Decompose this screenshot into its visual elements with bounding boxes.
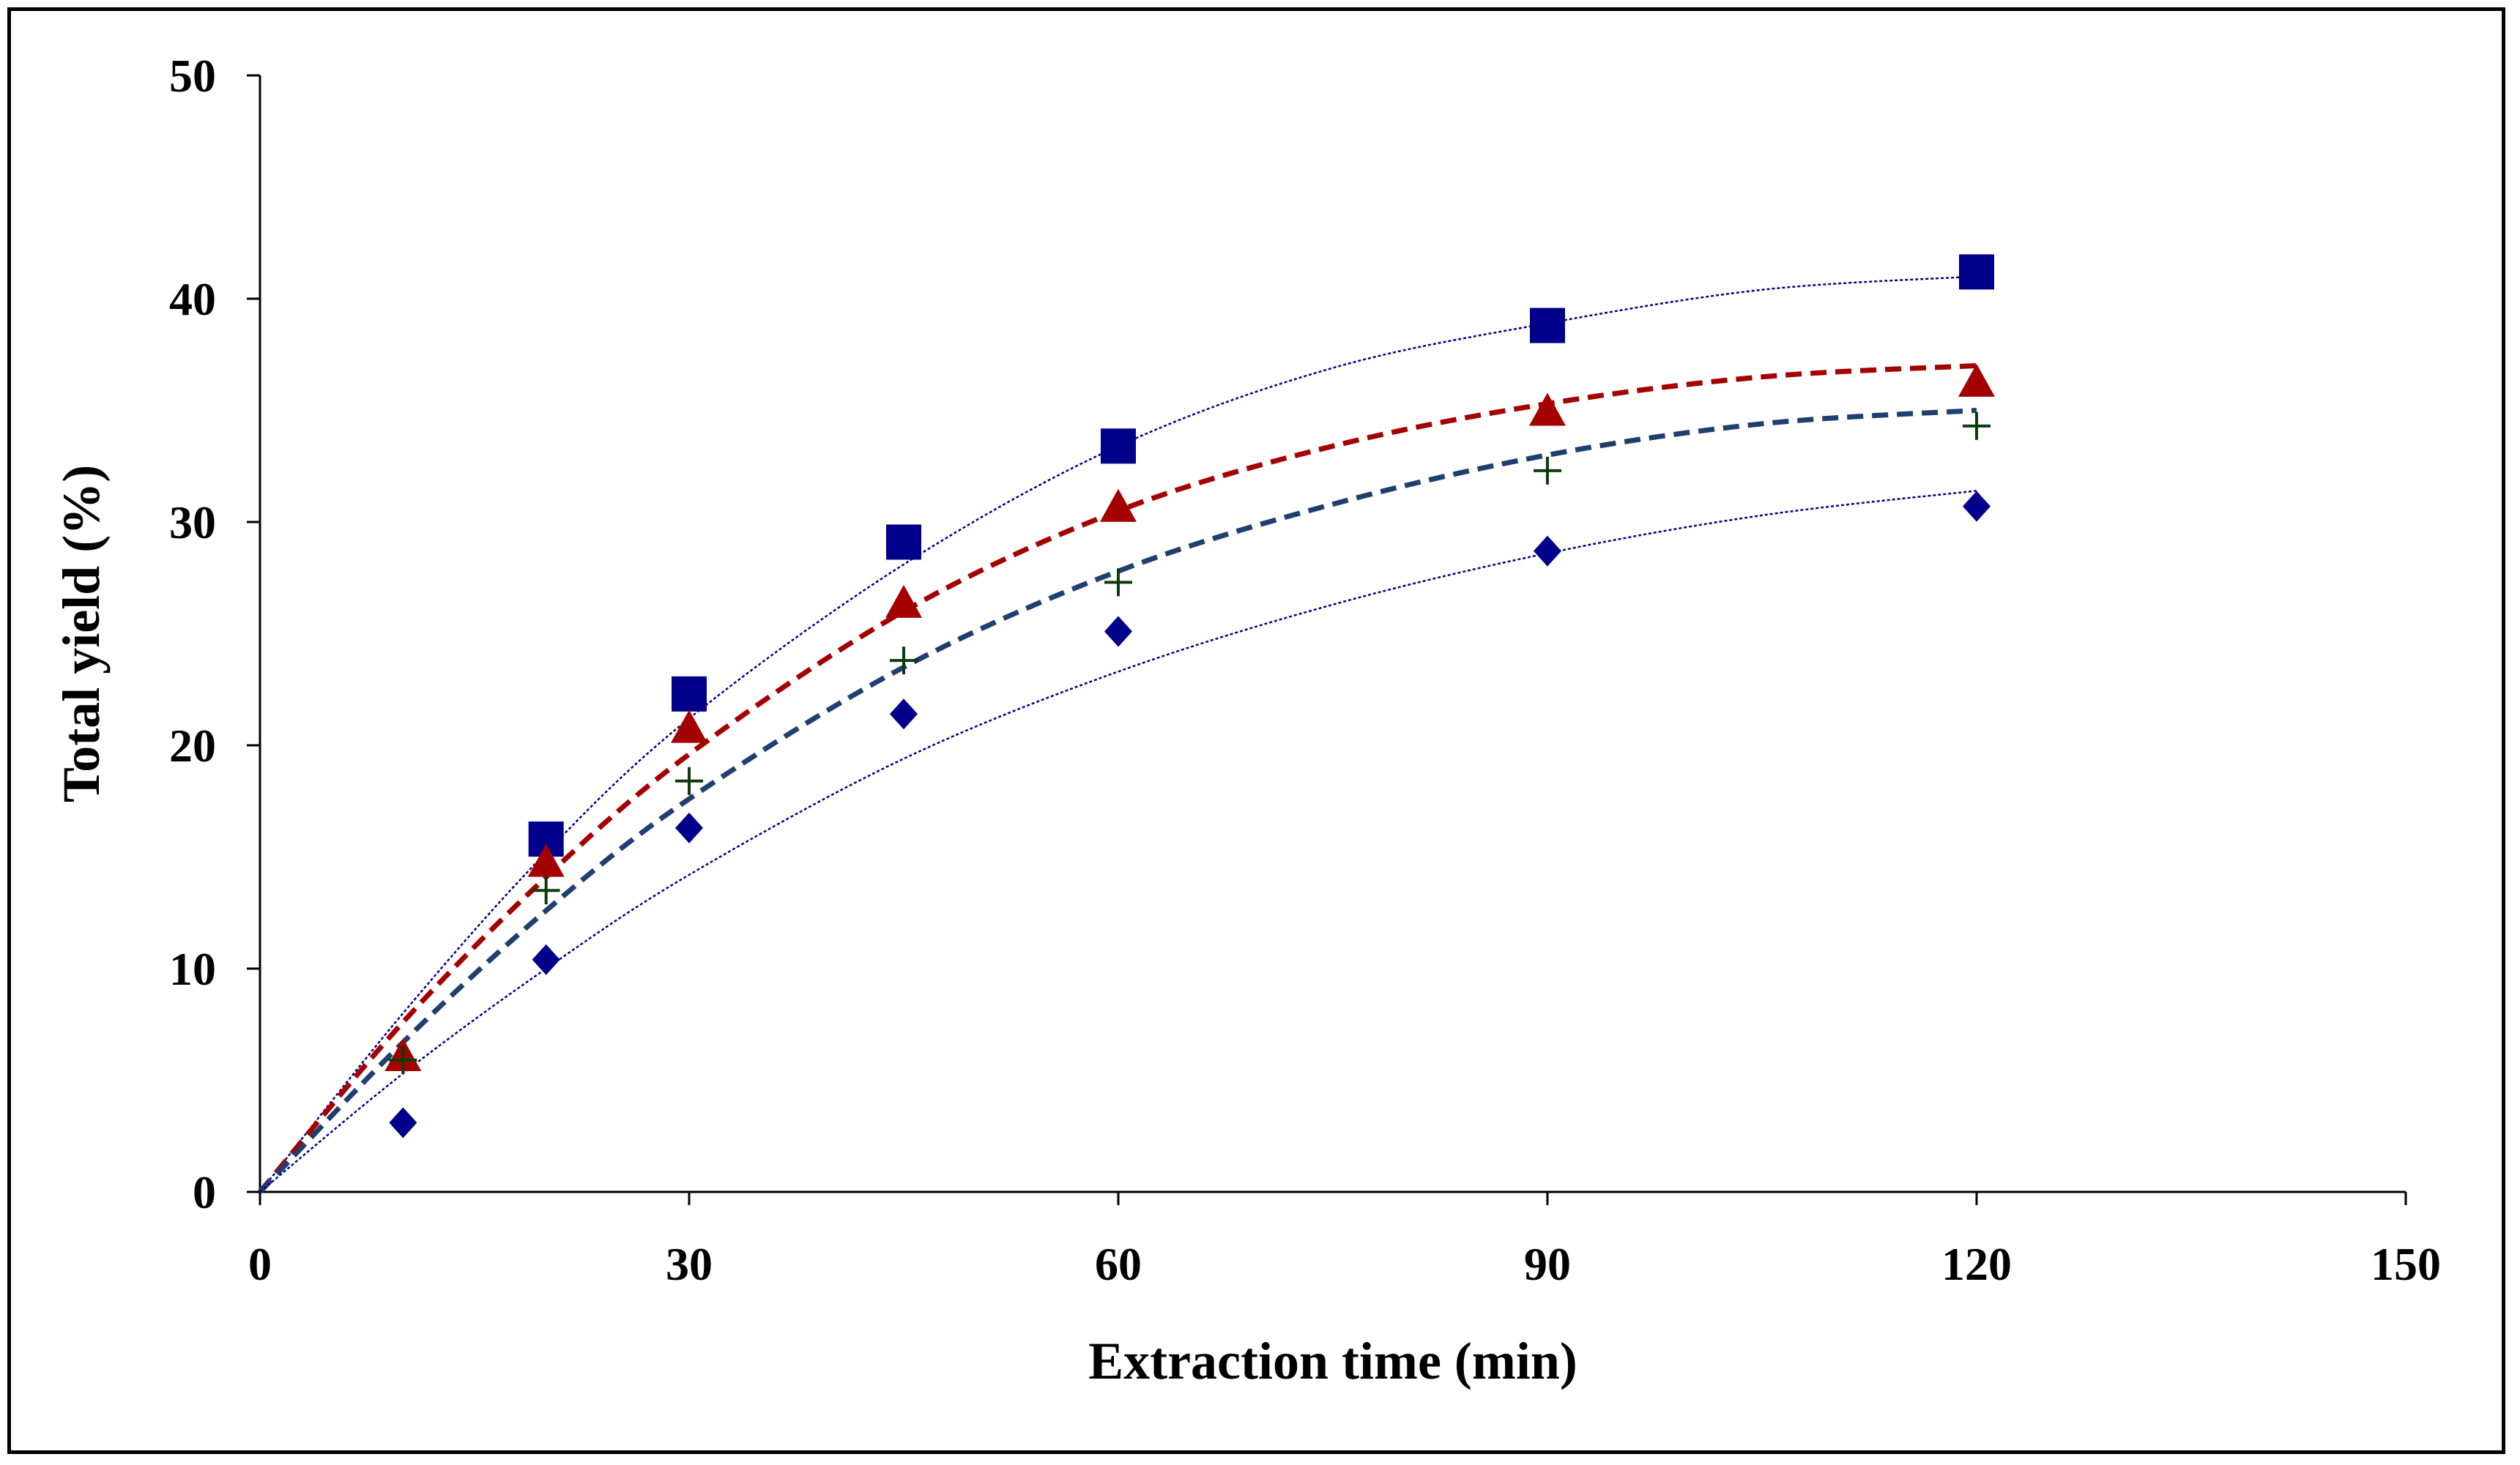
x-tick-label-150: 150 xyxy=(2371,1238,2441,1290)
scatter-chart: 0 10 20 30 40 50 0 30 60 90 120 150 Extraction time… xyxy=(52,50,2441,1390)
triangle-marker-2 xyxy=(527,843,565,877)
x-tick-label-60: 60 xyxy=(1095,1238,1142,1290)
fit-curve-2 xyxy=(258,363,1977,1194)
diamond-marker-6 xyxy=(1534,535,1561,567)
triangle-marker-4 xyxy=(885,584,922,618)
x-tick-label-30: 30 xyxy=(666,1238,713,1290)
triangle-marker-7 xyxy=(1958,363,1995,397)
y-tick-label-50: 50 xyxy=(169,50,216,102)
square-marker-3 xyxy=(886,524,921,560)
square-marker-5 xyxy=(1530,307,1565,343)
plus-marker-7 xyxy=(1963,411,1991,440)
diamond-marker-2 xyxy=(532,944,560,975)
plus-marker-6 xyxy=(1534,456,1561,485)
chart-frame: 0 10 20 30 40 50 0 30 60 90 120 150 Extraction time… xyxy=(7,7,2505,1454)
plus-marker-5 xyxy=(1104,568,1132,597)
fit-curve-4 xyxy=(259,490,1977,1193)
plus-marker-3 xyxy=(675,767,703,795)
y-tick-label-30: 30 xyxy=(169,496,216,548)
x-tick-label-90: 90 xyxy=(1524,1238,1571,1290)
fit-curves xyxy=(258,275,1977,1194)
plus-marker-2 xyxy=(532,876,560,905)
y-tick-label-20: 20 xyxy=(169,720,216,772)
y-tick-label-40: 40 xyxy=(169,273,216,325)
diamond-marker-3 xyxy=(675,812,703,843)
diamond-marker-5 xyxy=(1104,616,1132,647)
triangle-marker-5 xyxy=(1100,488,1137,522)
square-marker-2 xyxy=(672,676,707,712)
plus-marker-1 xyxy=(389,1046,417,1075)
plus-marker-4 xyxy=(890,646,918,675)
axes xyxy=(259,75,2406,1193)
x-tick-label-0: 0 xyxy=(248,1238,272,1290)
fit-curve-3 xyxy=(258,408,1977,1194)
y-tick-label-10: 10 xyxy=(169,943,216,995)
fit-curve-1 xyxy=(259,275,1977,1193)
square-marker-6 xyxy=(1959,254,1994,290)
ticks: 0 10 20 30 40 50 0 30 60 90 120 150 xyxy=(169,50,2441,1290)
y-axis-title: Total yield (%) xyxy=(52,465,111,802)
triangle-marker-6 xyxy=(1529,392,1566,426)
diamond-marker-1 xyxy=(389,1107,417,1138)
square-marker-4 xyxy=(1101,428,1136,464)
y-tick-label-0: 0 xyxy=(193,1166,216,1218)
data-markers xyxy=(384,254,1995,1138)
diamond-marker-7 xyxy=(1963,491,1991,522)
x-axis-title: Extraction time (min) xyxy=(1088,1332,1577,1390)
triangle-marker-3 xyxy=(671,709,707,743)
x-tick-label-120: 120 xyxy=(1941,1238,2012,1290)
diamond-marker-4 xyxy=(890,698,918,730)
